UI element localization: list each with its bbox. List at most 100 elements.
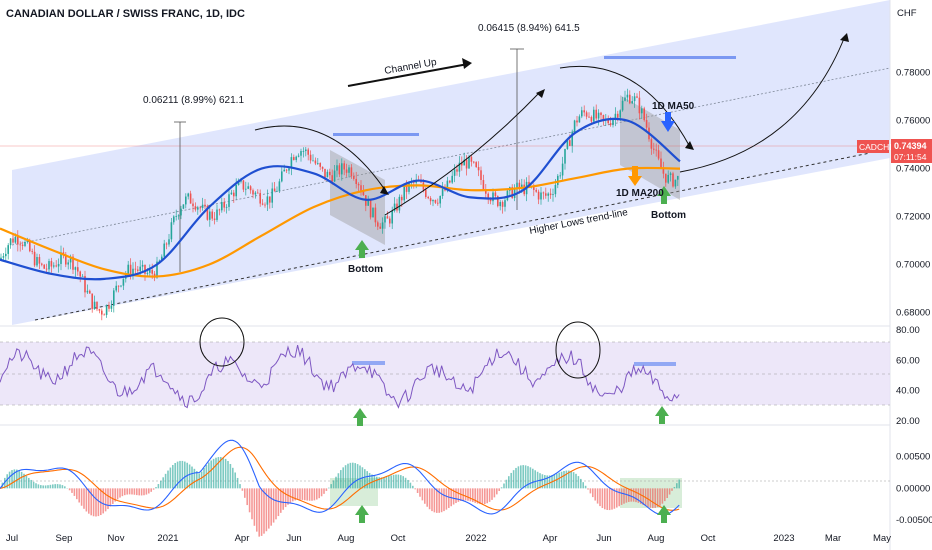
candle <box>475 161 477 168</box>
macd-hist-bar <box>649 488 652 508</box>
candle <box>429 196 432 205</box>
candle <box>321 166 324 172</box>
macd-hist-bar <box>104 488 107 512</box>
macd-hist-bar <box>220 456 222 489</box>
candle <box>552 188 554 202</box>
macd-hist-bar <box>570 471 572 489</box>
macd-hist-bar <box>426 488 428 507</box>
macd-hist-bar <box>347 463 349 489</box>
candle <box>667 170 669 185</box>
candle <box>96 301 98 312</box>
candle <box>79 270 81 283</box>
candle <box>281 167 283 183</box>
macd-hist-bar <box>529 467 532 489</box>
macd-hist-bar <box>428 488 431 510</box>
candle <box>379 223 381 229</box>
macd-hist-bar <box>313 488 316 501</box>
candle <box>41 262 43 267</box>
candle <box>216 204 218 222</box>
candle <box>650 137 653 155</box>
candle <box>257 189 259 194</box>
macd-hist-bar <box>664 488 666 502</box>
candle <box>638 91 641 120</box>
candle <box>105 304 108 318</box>
macd-hist-bar <box>244 488 246 498</box>
macd-hist-bar <box>508 476 510 489</box>
candle <box>583 105 585 117</box>
macd-hist-bar <box>136 488 138 496</box>
candle <box>501 200 504 214</box>
candle <box>57 258 60 273</box>
candle <box>564 148 566 170</box>
macd-hist-bar <box>606 488 608 510</box>
candle <box>173 215 175 225</box>
macd-hist-bar <box>35 483 37 489</box>
candle <box>396 198 398 213</box>
resistance-box-1 <box>333 133 419 136</box>
ma200-line <box>0 166 681 278</box>
candle <box>461 156 463 171</box>
candle <box>5 247 7 261</box>
macd-hist-bar <box>505 479 508 489</box>
macd-hist-bar <box>292 488 294 502</box>
macd-hist-bar <box>234 472 236 489</box>
candle <box>93 295 96 310</box>
candle <box>156 256 158 279</box>
candle <box>81 274 84 277</box>
macd-hist-bar <box>364 469 366 489</box>
candle <box>665 173 667 187</box>
macd-hist-bar <box>330 484 332 489</box>
macd-hist-bar <box>140 488 143 496</box>
candle <box>451 171 453 184</box>
candle <box>614 107 617 127</box>
macd-hist-bar <box>42 485 44 489</box>
candle <box>473 161 475 164</box>
candle <box>266 189 269 211</box>
macd-hist-bar <box>666 488 668 499</box>
macd-hist-bar <box>30 479 32 489</box>
macd-hist-bar <box>572 472 575 489</box>
candle <box>185 193 187 209</box>
candle <box>499 200 501 211</box>
macd-hist-bar <box>193 468 196 489</box>
macd-hist-bar <box>323 488 325 494</box>
macd-hist-bar <box>131 488 133 495</box>
macd-hist-bar <box>76 488 78 500</box>
macd-hist-bar <box>80 488 83 506</box>
macd-tick-0: 0.00500 <box>896 452 930 463</box>
candle <box>305 146 307 157</box>
ma200-arrow <box>628 166 642 186</box>
macd-hist-bar <box>224 458 227 489</box>
resistance-box-2 <box>604 56 736 59</box>
macd-hist-bar <box>40 485 42 489</box>
macd-hist-bar <box>160 480 162 489</box>
macd-hist-bar <box>474 488 476 503</box>
candle <box>338 163 341 178</box>
rsi-resistance-1 <box>352 361 385 365</box>
candle <box>571 129 573 153</box>
macd-hist-bar <box>112 488 114 504</box>
macd-hist-bar <box>148 488 150 494</box>
macd-tick-1: 0.00000 <box>896 483 930 494</box>
candle <box>19 241 21 252</box>
candle <box>209 207 211 227</box>
candle <box>168 233 170 247</box>
macd-hist-bar <box>270 488 272 526</box>
macd-hist-bar <box>301 488 304 500</box>
macd-hist-bar <box>188 464 191 489</box>
candle <box>254 191 257 199</box>
candle <box>386 211 389 219</box>
macd-hist-bar <box>208 462 210 489</box>
macd-hist-bar <box>107 488 109 510</box>
candle <box>297 153 300 158</box>
macd-hist-bar <box>282 488 284 510</box>
macd-hist-bar <box>342 467 344 489</box>
macd-hist-bar <box>522 465 524 489</box>
macd-hist-bar <box>325 488 328 491</box>
candle <box>175 209 177 221</box>
macd-hist-bar <box>83 488 85 509</box>
candle <box>278 178 281 194</box>
macd-hist-bar <box>601 488 604 509</box>
candle <box>247 182 249 190</box>
macd-hist-bar <box>169 467 172 489</box>
